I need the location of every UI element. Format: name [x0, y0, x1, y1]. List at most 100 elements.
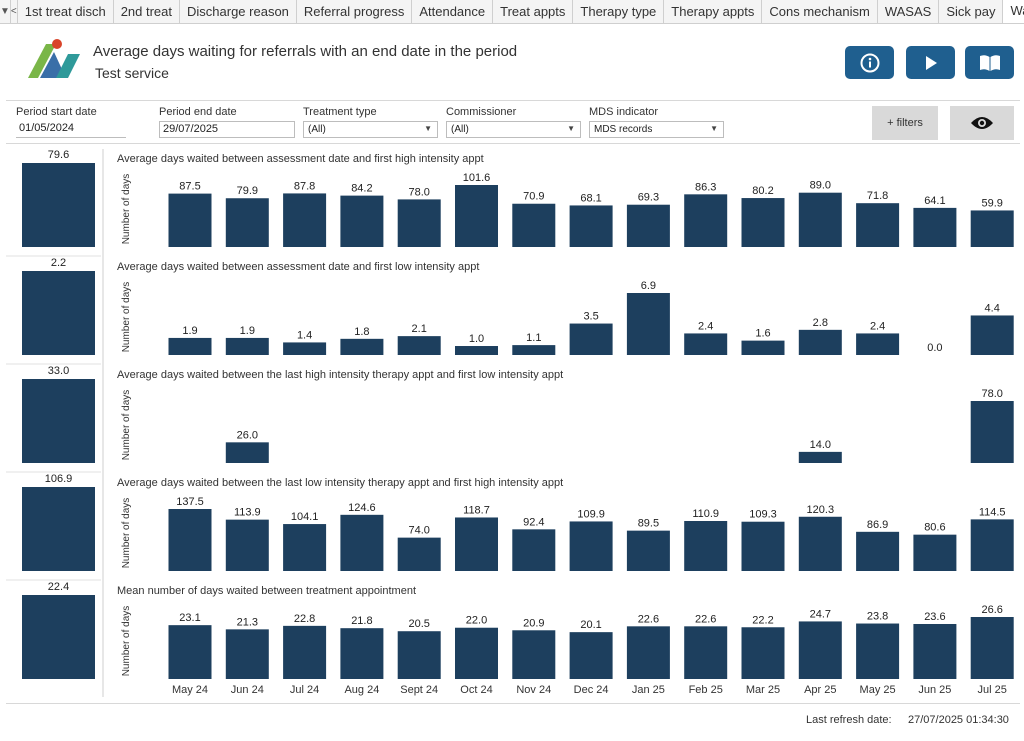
chevron-down-icon: ▼ — [567, 124, 575, 133]
treatment-type-select[interactable]: (All) ▼ — [303, 121, 438, 138]
bar-value-label: 22.0 — [466, 615, 487, 627]
tab-scroll-left-icon[interactable]: < — [11, 0, 18, 23]
bar-value-label: 114.5 — [979, 506, 1006, 518]
bar-value-label: 6.9 — [641, 280, 656, 292]
bar — [741, 340, 785, 355]
logo-icon — [28, 39, 80, 78]
chart-svg: Average days waited between assessment d… — [6, 149, 1014, 697]
tab-wait[interactable]: Wait — [1003, 0, 1024, 23]
period-end-input[interactable]: 29/07/2025 — [159, 121, 295, 138]
period-end-label: Period end date — [159, 106, 237, 118]
bar-value-label: 87.8 — [294, 180, 315, 192]
bar-value-label: 110.9 — [692, 508, 719, 520]
tab-discharge-reason[interactable]: Discharge reason — [180, 0, 297, 23]
bar — [283, 524, 327, 571]
bar-value-label: 70.9 — [523, 191, 544, 203]
mds-indicator-value: MDS records — [594, 124, 653, 135]
mds-indicator-label: MDS indicator — [589, 106, 659, 118]
bar — [340, 195, 384, 247]
play-button[interactable] — [906, 46, 955, 79]
panel-title: Average days waited between the last hig… — [117, 369, 563, 381]
bar-value-label: 78.0 — [408, 186, 429, 198]
bar-value-label: 21.3 — [237, 616, 258, 628]
mds-indicator-select[interactable]: MDS records ▼ — [589, 121, 724, 138]
tab-menu-icon[interactable]: ▼ — [0, 0, 11, 23]
tab-treat-appts[interactable]: Treat appts — [493, 0, 574, 23]
info-button[interactable] — [845, 46, 894, 79]
bar — [798, 329, 842, 355]
book-button[interactable] — [965, 46, 1014, 79]
info-icon — [860, 53, 879, 72]
y-axis-label: Number of days — [121, 606, 132, 677]
tab-2nd-treat[interactable]: 2nd treat — [114, 0, 181, 23]
page-title: Average days waiting for referrals with … — [93, 43, 518, 60]
tab-cons-mechanism[interactable]: Cons mechanism — [762, 0, 878, 23]
commissioner-select[interactable]: (All) ▼ — [446, 121, 581, 138]
bar — [798, 451, 842, 463]
bar-value-label: 2.8 — [813, 317, 828, 329]
bar — [684, 333, 728, 355]
panel-2: Average days waited between assessment d… — [6, 255, 1014, 355]
bar — [856, 333, 900, 355]
bar — [684, 626, 728, 679]
bar-value-label: 87.5 — [179, 181, 200, 193]
bar-value-label: 20.5 — [408, 618, 429, 630]
bar — [798, 621, 842, 679]
treatment-type-value: (All) — [308, 124, 326, 135]
bar — [397, 631, 441, 679]
bar-value-label: 86.9 — [867, 519, 888, 531]
tab-sick-pay[interactable]: Sick pay — [939, 0, 1004, 23]
bar-value-label: 1.9 — [240, 325, 255, 337]
x-tick-label: Aug 24 — [344, 684, 379, 696]
bar-value-label: 22.8 — [294, 613, 315, 625]
x-tick-label: Jun 24 — [231, 684, 264, 696]
period-start-input[interactable]: 01/05/2024 — [16, 121, 126, 138]
eye-icon — [971, 117, 993, 129]
bar-value-label: 1.0 — [469, 333, 484, 345]
bar — [741, 521, 785, 571]
x-tick-label: Dec 24 — [574, 684, 609, 696]
bar-value-label: 20.1 — [580, 619, 601, 631]
x-tick-label: May 25 — [860, 684, 896, 696]
y-axis-label: Number of days — [121, 390, 132, 461]
bar-value-label: 113.9 — [234, 507, 261, 519]
bar-value-label: 2.4 — [870, 320, 885, 332]
bar — [626, 626, 670, 679]
bar — [856, 623, 900, 679]
bar — [225, 337, 269, 355]
more-filters-button[interactable]: + filters — [872, 106, 938, 140]
bar-value-label: 124.6 — [348, 502, 376, 514]
tab-attendance[interactable]: Attendance — [412, 0, 494, 23]
summary-bar — [22, 379, 95, 463]
period-start-label: Period start date — [16, 106, 97, 118]
x-tick-label: Jul 25 — [978, 684, 1007, 696]
tab-referral-progress[interactable]: Referral progress — [297, 0, 413, 23]
tab-1st-treat-disch[interactable]: 1st treat disch — [18, 0, 114, 23]
tab-wasas[interactable]: WASAS — [878, 0, 940, 23]
show-hide-button[interactable] — [950, 106, 1014, 140]
bar — [569, 205, 613, 247]
x-tick-label: Sept 24 — [400, 684, 438, 696]
bar — [970, 315, 1014, 355]
panel-title: Average days waited between assessment d… — [117, 261, 479, 273]
summary-value-label: 33.0 — [48, 365, 69, 377]
bar-value-label: 23.6 — [924, 611, 945, 623]
bar-value-label: 118.7 — [463, 504, 490, 516]
commissioner-value: (All) — [451, 124, 469, 135]
bar-value-label: 24.7 — [810, 608, 831, 620]
bar — [626, 530, 670, 571]
panel-title: Mean number of days waited between treat… — [117, 585, 416, 597]
last-refresh-value: 27/07/2025 01:34:30 — [908, 714, 1009, 726]
panel-3: Average days waited between the last hig… — [6, 363, 1014, 463]
bar-value-label: 22.6 — [695, 613, 716, 625]
bar-value-label: 1.4 — [297, 329, 312, 341]
bar — [455, 627, 498, 679]
bar-value-label: 26.0 — [237, 429, 258, 441]
tab-therapy-type[interactable]: Therapy type — [573, 0, 665, 23]
bar-value-label: 89.0 — [810, 180, 831, 192]
tab-therapy-appts[interactable]: Therapy appts — [664, 0, 763, 23]
bar-value-label: 4.4 — [985, 302, 1000, 314]
bar — [512, 529, 556, 571]
bar-value-label: 1.9 — [182, 325, 197, 337]
bar — [168, 625, 212, 679]
